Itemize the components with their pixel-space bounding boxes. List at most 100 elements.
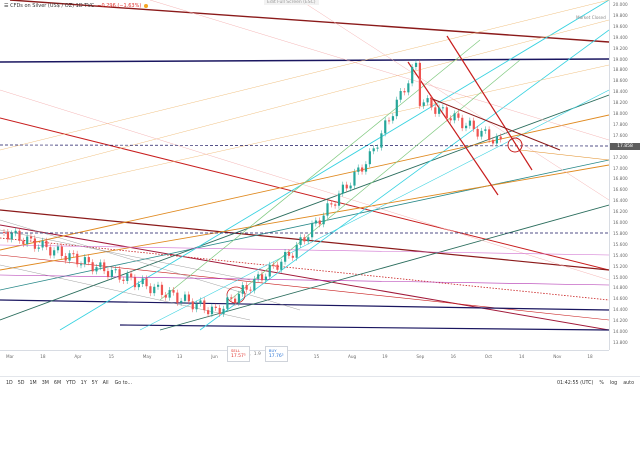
candle-body	[476, 128, 479, 137]
clock-timezone[interactable]: 01:42:55 (UTC)	[557, 381, 594, 386]
candle-body	[491, 140, 495, 144]
candle-body	[457, 113, 460, 118]
auto-scale-toggle[interactable]: auto	[623, 381, 634, 386]
candle-body	[76, 253, 79, 265]
price-axis-tick: 18.400	[613, 89, 628, 95]
price-axis-tick: 15.600	[613, 241, 628, 247]
range-button-3m[interactable]: 3M	[41, 381, 49, 386]
candle-body	[87, 257, 90, 263]
candle-body	[307, 237, 310, 242]
price-axis-tick: 15.000	[613, 274, 628, 280]
candle-body	[149, 286, 152, 294]
time-axis-tick: 15	[313, 354, 320, 359]
candle-body	[91, 262, 94, 272]
percent-scale-toggle[interactable]: %	[599, 381, 604, 386]
candle-body	[349, 185, 352, 189]
candle-body	[141, 278, 144, 285]
candle-body	[445, 107, 448, 119]
candle-body	[33, 238, 36, 249]
circle-annotation[interactable]	[507, 137, 523, 153]
symbol-title[interactable]: ☰ CFDs on Silver (US$ / OZ) 1D TVC	[4, 3, 95, 9]
candle-body	[495, 136, 498, 144]
candle-body	[214, 306, 217, 308]
candle-body	[106, 271, 110, 277]
time-axis-tick: 16	[450, 354, 456, 359]
trade-panel: SELL 17.57⁵ 1.9 BUY 17.76⁵	[227, 346, 288, 362]
price-axis[interactable]: 20.000 19.800 19.600 19.400 19.200 19.000 18.8…	[609, 0, 640, 350]
price-axis-tick: 15.200	[613, 263, 628, 269]
candle-body	[480, 130, 483, 137]
candle-body	[334, 204, 337, 206]
range-button-5d[interactable]: 5D	[17, 381, 25, 386]
candle-body	[260, 274, 264, 281]
time-axis-tick: Mar	[6, 354, 14, 359]
range-button-all[interactable]: All	[102, 381, 109, 386]
price-axis-tick: 17.600	[613, 132, 628, 138]
candle-body	[314, 220, 318, 224]
range-button-6m[interactable]: 6M	[53, 381, 62, 386]
price-axis-tick: 18.800	[613, 67, 628, 73]
candle-body	[41, 240, 44, 248]
candle-body	[376, 147, 379, 149]
price-axis-tick: 20.000	[613, 2, 628, 7]
candle-body	[368, 151, 371, 165]
candle-body	[3, 232, 6, 233]
price-axis-tick: 14.800	[613, 285, 628, 291]
chart-canvas[interactable]	[0, 0, 609, 350]
candle-body	[249, 289, 252, 291]
candle-body	[195, 303, 198, 310]
price-axis-tick: 14.200	[613, 318, 628, 324]
goto-date-button[interactable]: Go to...	[114, 381, 133, 386]
sell-button[interactable]: SELL 17.57⁵	[227, 346, 250, 362]
candle-body	[391, 116, 395, 121]
price-chart-area[interactable]	[0, 0, 609, 350]
price-axis-tick: 17.200	[613, 154, 628, 160]
candlestick-series	[3, 59, 502, 318]
candle-body	[56, 246, 60, 251]
candle-body	[83, 257, 87, 265]
candle-body	[234, 298, 237, 303]
price-axis-tick: 14.600	[613, 296, 628, 302]
symbol-legend[interactable]: ☰ CFDs on Silver (US$ / OZ) 1D TVC −0.29…	[4, 3, 149, 9]
time-axis-tick: Sep	[416, 354, 425, 359]
time-axis-tick: Apr	[74, 354, 82, 359]
candle-body	[230, 297, 233, 299]
time-axis-tick: 13	[177, 354, 183, 359]
price-axis-tick: 16.800	[613, 176, 628, 182]
time-axis-tick: Oct	[484, 354, 493, 359]
candle-body	[438, 107, 441, 114]
range-button-1y[interactable]: 1Y	[80, 381, 87, 386]
candle-body	[299, 237, 302, 245]
range-button-1d[interactable]: 1D	[6, 381, 13, 386]
candle-body	[465, 125, 468, 129]
range-button-ytd[interactable]: YTD	[66, 381, 76, 386]
drawn-trendlines[interactable]	[0, 0, 609, 331]
candle-body	[353, 171, 356, 186]
log-scale-toggle[interactable]: log	[609, 381, 618, 386]
candle-body	[145, 278, 148, 287]
candle-body	[395, 99, 398, 117]
candle-body	[372, 148, 375, 152]
candle-body	[468, 120, 472, 126]
current-price-badge: 17.858	[610, 143, 640, 150]
candle-body	[10, 233, 13, 240]
price-axis-tick: 16.400	[613, 198, 628, 204]
circle-annotation[interactable]	[226, 286, 246, 304]
buy-label: BUY	[268, 348, 277, 353]
candle-body	[187, 294, 190, 302]
candle-body	[461, 117, 464, 129]
candle-body	[303, 237, 306, 242]
candle-body	[29, 236, 33, 239]
price-axis-tick: 13.800	[613, 339, 628, 345]
price-axis-tick: 16.600	[613, 187, 628, 193]
range-button-1m[interactable]: 1M	[29, 381, 37, 386]
price-axis-tick: 18.600	[613, 78, 628, 84]
candle-body	[122, 279, 125, 281]
time-axis[interactable]: Mar18Apr15May13Jun17Jul15Aug19Sep16Oct14…	[0, 350, 609, 363]
buy-button[interactable]: BUY 17.76⁵	[264, 346, 288, 362]
range-button-5y[interactable]: 5Y	[91, 381, 98, 386]
candle-body	[380, 133, 383, 148]
candle-body	[411, 66, 414, 84]
candle-body	[472, 120, 475, 129]
status-dot-icon	[144, 4, 149, 8]
